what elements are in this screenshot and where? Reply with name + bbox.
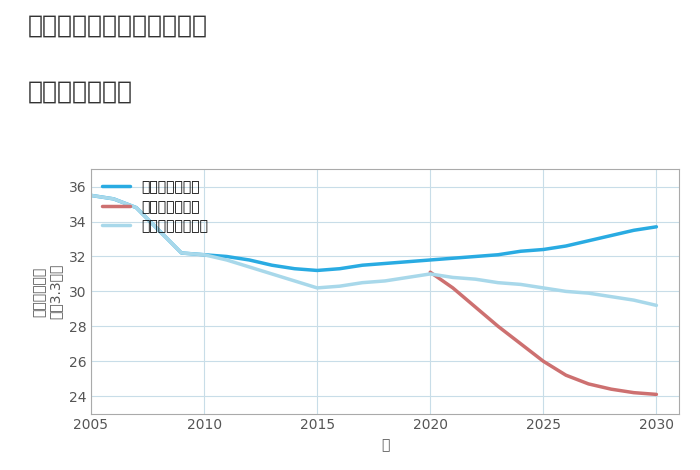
バッドシナリオ — [652, 392, 661, 397]
グッドシナリオ — [517, 249, 525, 254]
グッドシナリオ — [652, 224, 661, 230]
ノーマルシナリオ — [426, 271, 435, 277]
バッドシナリオ — [426, 269, 435, 275]
バッドシナリオ — [607, 386, 615, 392]
グッドシナリオ — [584, 238, 593, 243]
Text: 愛知県豊橋市東田中郷町の: 愛知県豊橋市東田中郷町の — [28, 14, 208, 38]
バッドシナリオ — [517, 341, 525, 346]
グッドシナリオ — [561, 243, 570, 249]
X-axis label: 年: 年 — [381, 438, 389, 452]
ノーマルシナリオ — [449, 274, 457, 280]
グッドシナリオ — [403, 259, 412, 265]
ノーマルシナリオ — [403, 274, 412, 280]
グッドシナリオ — [109, 196, 118, 202]
ノーマルシナリオ — [177, 250, 186, 256]
グッドシナリオ — [335, 266, 344, 272]
バッドシナリオ — [561, 372, 570, 378]
Y-axis label: 単価（万円）
坪（3.3㎡）: 単価（万円） 坪（3.3㎡） — [33, 264, 63, 319]
Line: バッドシナリオ: バッドシナリオ — [430, 272, 657, 394]
グッドシナリオ — [200, 252, 209, 258]
グッドシナリオ — [539, 247, 547, 252]
Line: グッドシナリオ: グッドシナリオ — [91, 196, 657, 270]
ノーマルシナリオ — [517, 282, 525, 287]
グッドシナリオ — [358, 262, 367, 268]
ノーマルシナリオ — [200, 252, 209, 258]
グッドシナリオ — [155, 227, 163, 233]
ノーマルシナリオ — [494, 280, 503, 285]
バッドシナリオ — [539, 359, 547, 364]
グッドシナリオ — [607, 233, 615, 238]
グッドシナリオ — [290, 266, 299, 272]
グッドシナリオ — [245, 257, 253, 263]
バッドシナリオ — [494, 323, 503, 329]
バッドシナリオ — [471, 304, 480, 310]
グッドシナリオ — [132, 205, 141, 211]
ノーマルシナリオ — [109, 196, 118, 202]
ノーマルシナリオ — [539, 285, 547, 291]
グッドシナリオ — [267, 262, 276, 268]
ノーマルシナリオ — [652, 303, 661, 308]
Legend: グッドシナリオ, バッドシナリオ, ノーマルシナリオ: グッドシナリオ, バッドシナリオ, ノーマルシナリオ — [97, 175, 214, 239]
ノーマルシナリオ — [584, 290, 593, 296]
グッドシナリオ — [449, 255, 457, 261]
グッドシナリオ — [471, 254, 480, 259]
グッドシナリオ — [223, 254, 231, 259]
ノーマルシナリオ — [155, 227, 163, 233]
バッドシナリオ — [449, 285, 457, 291]
グッドシナリオ — [87, 193, 95, 198]
Line: ノーマルシナリオ: ノーマルシナリオ — [91, 196, 657, 306]
ノーマルシナリオ — [358, 280, 367, 285]
ノーマルシナリオ — [381, 278, 389, 284]
グッドシナリオ — [313, 267, 321, 273]
ノーマルシナリオ — [335, 283, 344, 289]
ノーマルシナリオ — [313, 285, 321, 291]
ノーマルシナリオ — [245, 264, 253, 270]
グッドシナリオ — [177, 250, 186, 256]
ノーマルシナリオ — [561, 289, 570, 294]
ノーマルシナリオ — [223, 257, 231, 263]
グッドシナリオ — [381, 261, 389, 266]
ノーマルシナリオ — [267, 271, 276, 277]
グッドシナリオ — [629, 227, 638, 233]
ノーマルシナリオ — [87, 193, 95, 198]
バッドシナリオ — [629, 390, 638, 395]
ノーマルシナリオ — [290, 278, 299, 284]
ノーマルシナリオ — [629, 298, 638, 303]
ノーマルシナリオ — [607, 294, 615, 299]
グッドシナリオ — [494, 252, 503, 258]
Text: 土地の価格推移: 土地の価格推移 — [28, 80, 133, 104]
バッドシナリオ — [584, 381, 593, 387]
ノーマルシナリオ — [471, 276, 480, 282]
グッドシナリオ — [426, 257, 435, 263]
ノーマルシナリオ — [132, 205, 141, 211]
